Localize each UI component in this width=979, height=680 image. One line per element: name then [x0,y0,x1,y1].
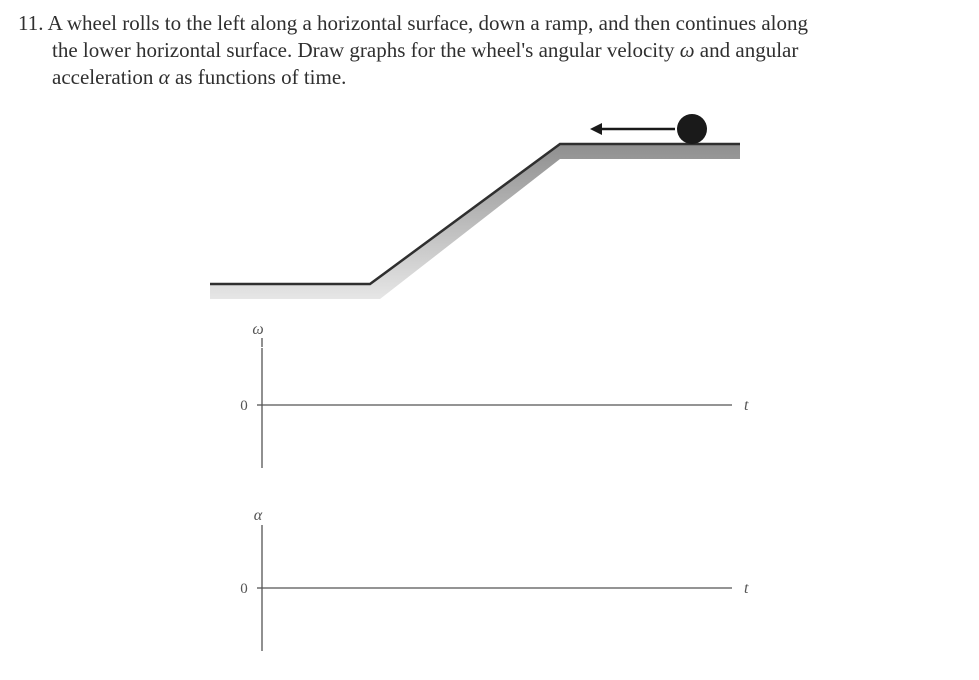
graphs-svg: ω 0 t α [234,320,764,670]
motion-arrow-head [590,123,602,135]
omega-graph: ω 0 t [240,321,749,468]
omega-zero-label: 0 [240,398,248,414]
omega-t-label: t [744,397,749,414]
question-line1: A wheel rolls to the left along a horizo… [48,11,808,35]
alpha-t-label: t [744,580,749,597]
question-line2b: and angular [695,38,799,62]
question-line3b: as functions of time. [170,65,347,89]
ramp-svg [210,104,740,304]
wheel [677,114,707,144]
alpha-symbol: α [159,65,170,89]
question-block: 11. A wheel rolls to the left along a ho… [18,10,958,91]
graphs-area: ω 0 t α [234,320,764,670]
ramp-diagram [210,104,740,304]
omega-y-label: ω [252,321,263,338]
question-line2a: the lower horizontal surface. Draw graph… [52,38,680,62]
ramp-fill [210,144,740,299]
question-number: 11. [18,11,43,35]
question-line3a: acceleration [52,65,159,89]
alpha-graph: α 0 t [240,507,749,651]
question-text: 11. A wheel rolls to the left along a ho… [18,10,958,91]
omega-symbol: ω [680,38,695,62]
alpha-zero-label: 0 [240,581,248,597]
page: 11. A wheel rolls to the left along a ho… [0,0,979,680]
alpha-y-label: α [254,507,263,524]
